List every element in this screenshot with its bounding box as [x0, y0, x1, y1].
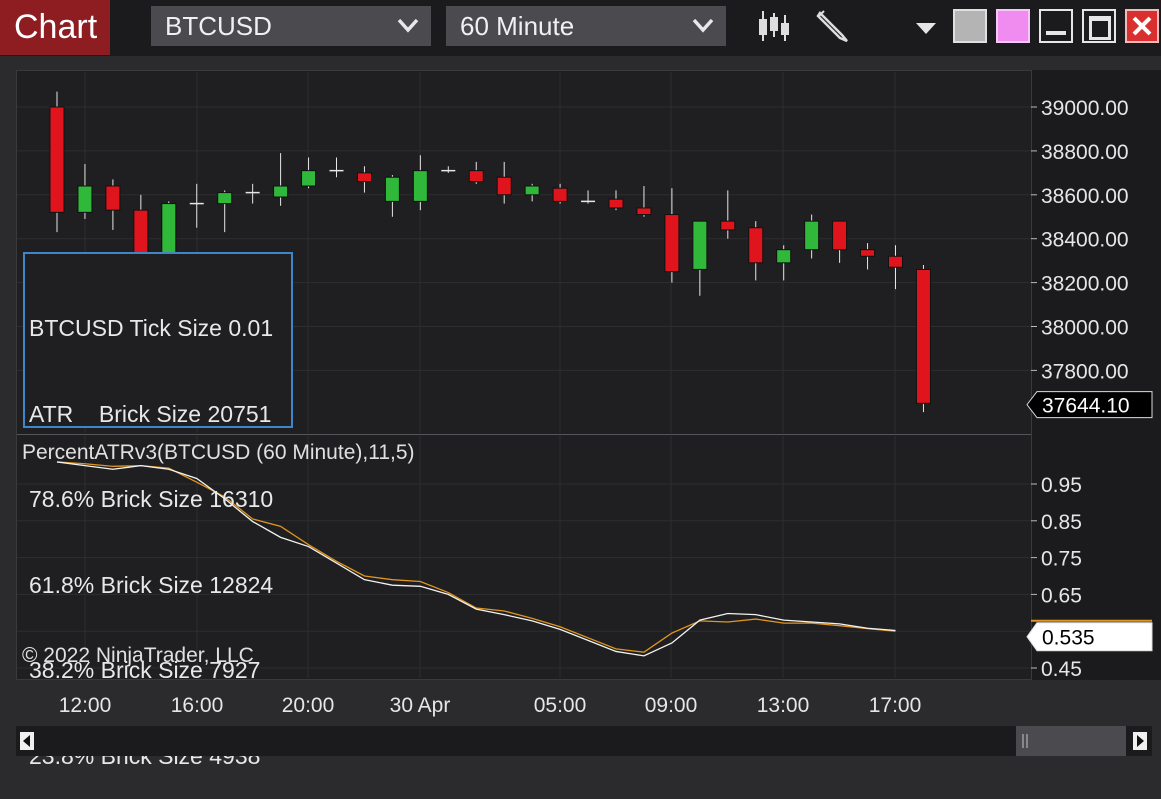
price-tick-label: 37800.00 [1041, 360, 1129, 383]
scroll-left-icon[interactable] [20, 732, 34, 750]
percent-atr-line-orange [56, 461, 896, 653]
candle-body [692, 220, 708, 270]
candle-body [720, 220, 736, 231]
time-tick-label: 16:00 [171, 694, 224, 717]
indicator-tick-label: 0.95 [1041, 474, 1082, 497]
candle-body [636, 207, 652, 216]
candle-body [748, 227, 764, 264]
time-tick-label: 13:00 [757, 694, 810, 717]
candle-body [412, 170, 428, 202]
candle-body [49, 106, 65, 213]
current-price-label: 37644.10 [1042, 395, 1130, 418]
indicator-tick-label: 0.75 [1041, 548, 1082, 571]
candle-body [161, 203, 177, 255]
pink-color-icon[interactable] [996, 9, 1030, 43]
bar-type-icon[interactable] [757, 9, 791, 43]
price-tick-label: 38000.00 [1041, 317, 1129, 340]
indicator-tick-label: 0.65 [1041, 584, 1082, 607]
candle-body [496, 176, 512, 196]
brick-info-box: BTCUSD Tick Size 0.01 ATR Brick Size 207… [23, 252, 293, 769]
candle-body [664, 214, 680, 273]
minimize-icon[interactable] [1039, 9, 1073, 43]
chevron-down-icon [692, 18, 714, 33]
time-tick-label: 17:00 [869, 694, 922, 717]
interval-dropdown[interactable]: 60 Minute [446, 6, 726, 46]
indicator-tick-label: 0.45 [1041, 658, 1082, 681]
candle-body [356, 172, 372, 183]
candle-body [217, 192, 233, 205]
time-tick-label: 09:00 [645, 694, 698, 717]
price-tick-label: 38600.00 [1041, 185, 1129, 208]
candle-body [888, 255, 903, 268]
drawing-tool-icon[interactable] [816, 9, 850, 43]
price-tick-label: 39000.00 [1041, 97, 1129, 120]
copyright-text: © 2022 NinjaTrader, LLC [22, 644, 254, 667]
candle-body [301, 170, 317, 187]
candle-body [860, 249, 876, 257]
candle-body [468, 170, 484, 183]
indicator-tick-label: 0.85 [1041, 511, 1082, 534]
time-tick-label: 20:00 [282, 694, 335, 717]
price-tick-label: 38200.00 [1041, 273, 1129, 296]
price-axis[interactable] [1032, 70, 1161, 680]
current-indicator-label: 0.535 [1042, 627, 1095, 650]
candle-body [804, 220, 820, 251]
indicator-title: PercentATRv3(BTCUSD (60 Minute),11,5) [22, 441, 415, 464]
time-tick-label: 12:00 [59, 694, 112, 717]
info-line: BTCUSD Tick Size 0.01 [29, 315, 274, 341]
candle-body [832, 220, 848, 251]
chevron-down-icon [397, 18, 419, 33]
info-line: 38.2% Brick Size 7927 [29, 657, 261, 683]
current-price-marker [1026, 391, 1153, 419]
gray-color-icon[interactable] [953, 9, 987, 43]
time-tick-label: 30 Apr [390, 694, 451, 717]
candle-body [524, 185, 540, 196]
candle-body [77, 185, 93, 213]
instrument-value: BTCUSD [165, 11, 272, 41]
close-icon[interactable] [1125, 9, 1159, 43]
candle-body [915, 268, 931, 404]
time-tick-label: 05:00 [534, 694, 587, 717]
horizontal-scrollbar[interactable] [16, 726, 1152, 756]
info-line: 61.8% Brick Size 12824 [29, 571, 274, 598]
candle-body [273, 185, 289, 198]
candle-body [105, 185, 121, 211]
price-tick-label: 38800.00 [1041, 141, 1129, 164]
chart-tab[interactable]: Chart [0, 0, 110, 55]
current-indicator-marker [1026, 622, 1153, 652]
candle-body [552, 187, 568, 202]
info-line: ATR Brick Size 20751 [29, 400, 272, 427]
scroll-thumb[interactable] [1016, 726, 1126, 756]
interval-value: 60 Minute [460, 11, 575, 41]
candle-body [384, 176, 400, 202]
info-line: 78.6% Brick Size 16310 [29, 486, 274, 512]
chart-canvas: 39000.00 38800.00 38600.00 38400.00 38200.00… [17, 72, 1153, 717]
maximize-icon[interactable] [1082, 9, 1116, 43]
candle-body [608, 198, 624, 209]
price-tick-label: 38400.00 [1041, 229, 1129, 252]
menu-arrow-icon[interactable] [914, 20, 938, 36]
instrument-dropdown[interactable]: BTCUSD [151, 6, 431, 46]
scroll-right-icon[interactable] [1133, 732, 1147, 750]
percent-atr-line-white [56, 461, 896, 657]
candle-body [776, 249, 792, 264]
candle-body [133, 209, 149, 255]
